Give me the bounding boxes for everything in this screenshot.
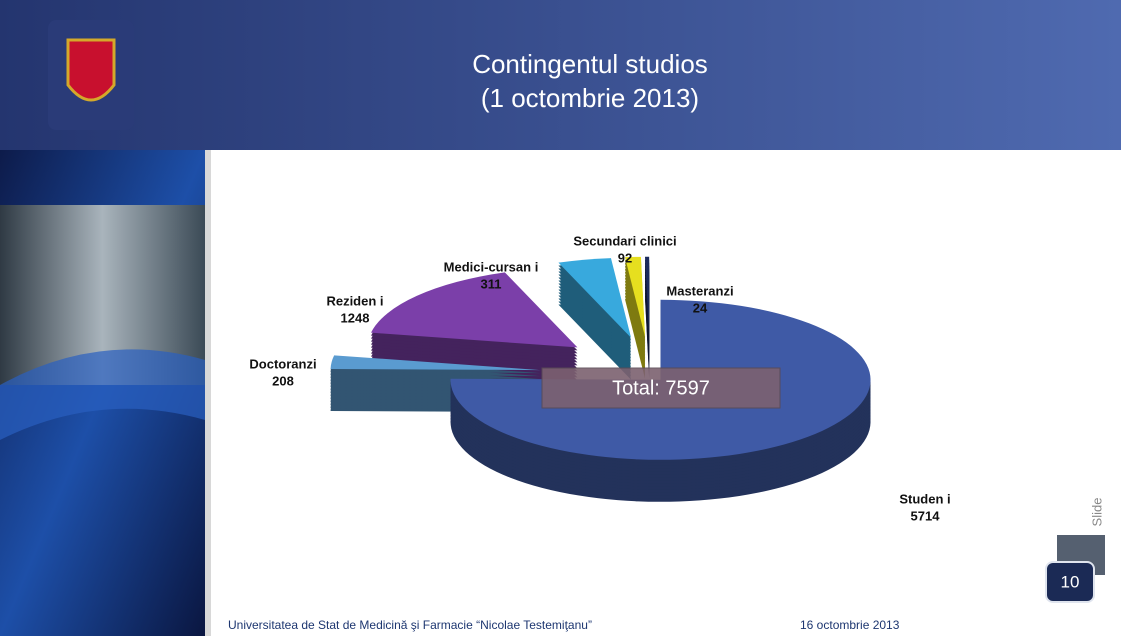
slide-label: Slide xyxy=(1089,498,1104,527)
logo xyxy=(66,38,116,102)
divider xyxy=(205,150,211,636)
footer-institution: Universitatea de Stat de Medicină şi Far… xyxy=(228,618,592,632)
slice-category-label: Medici-cursan i xyxy=(444,259,539,274)
slice-value-label: 311 xyxy=(481,276,502,291)
slice-category-label: Studen i xyxy=(899,491,950,506)
slice xyxy=(371,272,578,348)
slice xyxy=(558,258,632,338)
slice-value-label: 5714 xyxy=(911,508,941,523)
header-bar xyxy=(0,0,1121,150)
footer-date: 16 octombrie 2013 xyxy=(800,618,900,632)
slice-value-label: 1248 xyxy=(341,310,370,325)
title-line: (1 octombrie 2013) xyxy=(481,83,699,113)
slice-category-label: Reziden i xyxy=(326,293,383,308)
slice-value-label: 24 xyxy=(693,300,708,315)
slice-category-label: Doctoranzi xyxy=(249,356,316,371)
slice xyxy=(330,355,541,371)
slice xyxy=(644,256,650,337)
total-label: Total: 7597 xyxy=(612,377,710,399)
slice-value-label: 208 xyxy=(272,373,294,388)
slice-category-label: Masteranzi xyxy=(666,283,733,298)
slide-number: 10 xyxy=(1061,572,1080,591)
slice-value-label: 92 xyxy=(618,250,632,265)
slide-number-box xyxy=(1045,561,1095,603)
slice xyxy=(624,256,646,337)
title-line: Contingentul studios xyxy=(472,49,708,79)
total-box xyxy=(541,367,781,409)
slice-category-label: Secundari clinici xyxy=(573,233,676,248)
side-wave xyxy=(0,349,205,440)
